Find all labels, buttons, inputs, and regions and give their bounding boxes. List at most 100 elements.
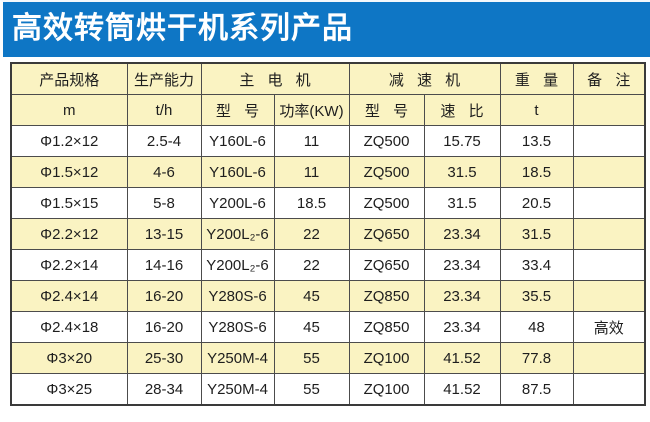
table-cell: Y200L-6 [200,187,275,219]
subheader-remark-blank [572,94,646,126]
table-cell: 22 [273,218,350,250]
table-row: Φ1.5×15 5-8 Y200L-6 18.5 ZQ500 31.5 20.5 [10,187,646,219]
table-cell: 11 [273,156,350,188]
table-cell [572,125,646,157]
table-cell: 13-15 [126,218,202,250]
group-header-row: 产品规格 生产能力 主 电 机 减 速 机 重 量 备 注 [10,62,646,95]
table-cell [572,187,646,219]
table-cell: 45 [273,311,350,343]
table-cell: 55 [273,373,350,406]
table-cell [572,156,646,188]
table-cell [572,280,646,312]
table-cell [572,373,646,406]
table-cell: 45 [273,280,350,312]
table-row: Φ1.2×12 2.5-4 Y160L-6 11 ZQ500 15.75 13.5 [10,125,646,157]
col-header-main-motor: 主 电 机 [200,62,350,95]
table-cell: 33.4 [499,249,574,281]
table-cell: Y160L-6 [200,156,275,188]
table-cell: 77.8 [499,342,574,374]
table-cell: Y250M-4 [200,342,275,374]
col-header-reducer: 减 速 机 [348,62,501,95]
subheader-motor-power: 功率(KW) [273,94,350,126]
table-cell [572,218,646,250]
table-cell: Φ1.5×12 [10,156,128,188]
table-cell: 28-34 [126,373,202,406]
table-cell: ZQ500 [348,187,425,219]
table-row: Φ2.4×14 16-20 Y280S-6 45 ZQ850 23.34 35.5 [10,280,646,312]
table-row: Φ3×25 28-34 Y250M-4 55 ZQ100 41.52 87.5 [10,373,646,406]
table-cell: ZQ650 [348,249,425,281]
table-cell: ZQ500 [348,156,425,188]
table-cell: 23.34 [423,249,501,281]
table-cell: Φ2.2×14 [10,249,128,281]
table-cell: Y280S-6 [200,280,275,312]
table-cell: 13.5 [499,125,574,157]
col-header-weight: 重 量 [499,62,574,95]
table-cell: 87.5 [499,373,574,406]
col-header-capacity: 生产能力 [126,62,202,95]
table-cell: Φ1.2×12 [10,125,128,157]
table-body: Φ1.2×12 2.5-4 Y160L-6 11 ZQ500 15.75 13.5 Φ1.5×… [10,125,646,406]
table-cell: Φ3×20 [10,342,128,374]
table-cell: ZQ850 [348,311,425,343]
table-row: Φ2.2×14 14-16 Y200L₂-6 22 ZQ650 23.34 33.4 [10,249,646,281]
table-cell: 2.5-4 [126,125,202,157]
table-cell: 55 [273,342,350,374]
table-header: 产品规格 生产能力 主 电 机 减 速 机 重 量 备 注 m t/h 型 号 … [10,62,646,126]
table-cell: ZQ850 [348,280,425,312]
table-cell: 5-8 [126,187,202,219]
table-cell: Φ2.4×14 [10,280,128,312]
title-banner: 高效转筒烘干机系列产品 [0,0,650,57]
subheader-reducer-model: 型 号 [348,94,425,126]
table-cell: 31.5 [499,218,574,250]
table-cell: 15.75 [423,125,501,157]
table-cell: Φ3×25 [10,373,128,406]
table-row: Φ2.4×18 16-20 Y280S-6 45 ZQ850 23.34 48 高效 [10,311,646,343]
table-cell: Y250M-4 [200,373,275,406]
table-cell: 23.34 [423,280,501,312]
table-cell: 25-30 [126,342,202,374]
table-cell [572,342,646,374]
table-cell: 35.5 [499,280,574,312]
page-title: 高效转筒烘干机系列产品 [12,12,353,45]
subheader-motor-model: 型 号 [200,94,275,126]
table-row: Φ1.5×12 4-6 Y160L-6 11 ZQ500 31.5 18.5 [10,156,646,188]
subheader-capacity-unit: t/h [126,94,202,126]
table-row: Φ2.2×12 13-15 Y200L₂-6 22 ZQ650 23.34 31.5 [10,218,646,250]
table-cell: 4-6 [126,156,202,188]
table-cell: 31.5 [423,156,501,188]
table-cell: 18.5 [499,156,574,188]
table-cell: 31.5 [423,187,501,219]
table-cell: 20.5 [499,187,574,219]
table-cell: 23.34 [423,311,501,343]
col-header-remark: 备 注 [572,62,646,95]
table-cell: 16-20 [126,280,202,312]
table-cell: 48 [499,311,574,343]
table-cell: 22 [273,249,350,281]
table-cell: Y160L-6 [200,125,275,157]
subheader-reducer-ratio: 速 比 [423,94,501,126]
table-cell: Φ2.2×12 [10,218,128,250]
table-row: Φ3×20 25-30 Y250M-4 55 ZQ100 41.52 77.8 [10,342,646,374]
subheader-weight-unit: t [499,94,574,126]
table-cell: ZQ100 [348,342,425,374]
table-cell [572,249,646,281]
table-cell: ZQ500 [348,125,425,157]
table-cell: 高效 [572,311,646,343]
table-cell: ZQ650 [348,218,425,250]
sub-header-row: m t/h 型 号 功率(KW) 型 号 速 比 t [10,94,646,126]
table-cell: 41.52 [423,373,501,406]
subheader-spec-unit: m [10,94,128,126]
table-cell: Y200L₂-6 [200,249,275,281]
table-cell: 18.5 [273,187,350,219]
table-cell: 16-20 [126,311,202,343]
table-cell: Φ2.4×18 [10,311,128,343]
col-header-product-spec: 产品规格 [10,62,128,95]
table-cell: Y200L₂-6 [200,218,275,250]
table-cell: 11 [273,125,350,157]
table-cell: 14-16 [126,249,202,281]
product-spec-table: 产品规格 生产能力 主 电 机 减 速 机 重 量 备 注 m t/h 型 号 … [10,62,646,406]
table-cell: ZQ100 [348,373,425,406]
table-cell: 23.34 [423,218,501,250]
